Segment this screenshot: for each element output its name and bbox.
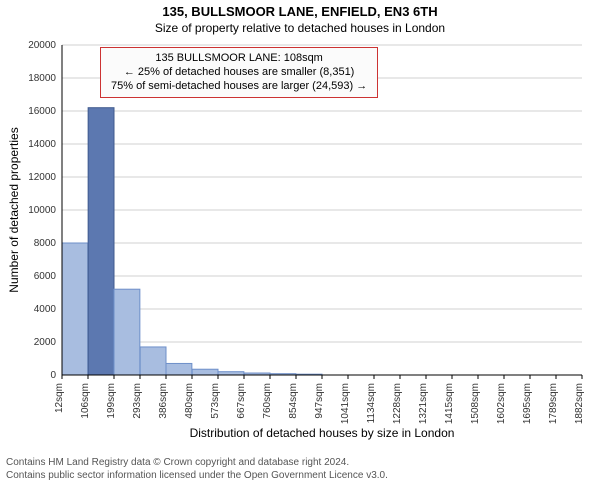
histogram-bar [62, 243, 88, 375]
annotation-box: 135 BULLSMOOR LANE: 108sqm ← 25% of deta… [100, 47, 378, 98]
x-tick-label: 1041sqm [340, 383, 351, 424]
y-axis-label: Number of detached properties [7, 127, 21, 292]
footer-line1: Contains HM Land Registry data © Crown c… [6, 457, 600, 470]
x-tick-label: 1228sqm [392, 383, 403, 424]
title-main: 135, BULLSMOOR LANE, ENFIELD, EN3 6TH [0, 0, 600, 19]
annotation-line2: ← 25% of detached houses are smaller (8,… [111, 66, 367, 80]
y-tick-label: 18000 [28, 73, 56, 84]
x-tick-label: 199sqm [106, 383, 117, 419]
y-tick-label: 4000 [34, 304, 57, 315]
x-tick-label: 480sqm [184, 383, 195, 419]
x-tick-label: 1602sqm [496, 383, 507, 424]
histogram-bar [192, 369, 218, 375]
x-tick-label: 573sqm [210, 383, 221, 419]
x-tick-label: 1789sqm [548, 383, 559, 424]
y-tick-label: 8000 [34, 238, 57, 249]
y-tick-label: 20000 [28, 40, 56, 51]
title-sub: Size of property relative to detached ho… [0, 19, 600, 35]
x-tick-label: 1134sqm [366, 383, 377, 423]
x-tick-label: 854sqm [288, 383, 299, 419]
x-tick-label: 106sqm [80, 383, 91, 419]
x-tick-label: 1508sqm [470, 383, 481, 424]
x-tick-label: 293sqm [132, 383, 143, 419]
y-tick-label: 2000 [34, 337, 57, 348]
x-tick-label: 12sqm [54, 383, 65, 413]
x-tick-label: 667sqm [236, 383, 247, 419]
histogram-bar [166, 363, 192, 375]
footer: Contains HM Land Registry data © Crown c… [0, 455, 600, 482]
annotation-line3: 75% of semi-detached houses are larger (… [111, 80, 367, 94]
x-axis-label: Distribution of detached houses by size … [190, 426, 455, 440]
x-tick-label: 1321sqm [418, 383, 429, 424]
y-tick-label: 16000 [28, 106, 56, 117]
footer-line2: Contains public sector information licen… [6, 470, 600, 483]
histogram-bar [140, 347, 166, 375]
y-tick-label: 6000 [34, 271, 57, 282]
y-tick-label: 10000 [28, 205, 56, 216]
histogram-bar [88, 108, 114, 375]
y-tick-label: 14000 [28, 139, 56, 150]
annotation-line1: 135 BULLSMOOR LANE: 108sqm [111, 52, 367, 66]
x-tick-label: 1882sqm [574, 383, 585, 424]
x-tick-label: 760sqm [262, 383, 273, 419]
x-tick-label: 947sqm [314, 383, 325, 419]
x-tick-label: 386sqm [158, 383, 169, 419]
x-tick-label: 1415sqm [444, 383, 455, 424]
x-tick-label: 1695sqm [522, 383, 533, 424]
histogram-bar [114, 289, 140, 375]
y-tick-label: 12000 [28, 172, 56, 183]
chart-container: 0 2000 4000 6000 8000 10000 12000 14000 16000 180… [0, 35, 600, 455]
y-tick-label: 0 [50, 370, 56, 381]
